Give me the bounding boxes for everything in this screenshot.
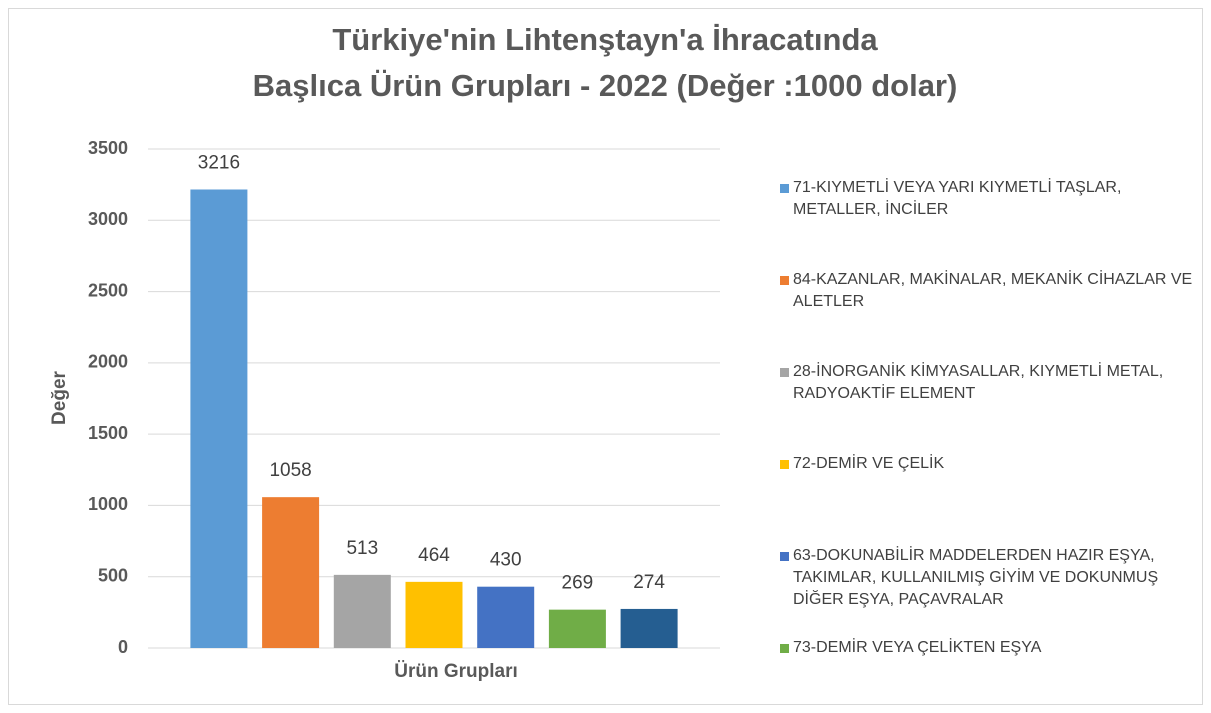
y-tick-label: 0	[118, 637, 128, 657]
data-label: 430	[490, 550, 522, 571]
y-tick-label: 500	[98, 565, 128, 585]
data-label: 269	[562, 573, 594, 594]
y-tick-label: 3500	[88, 138, 128, 158]
legend-swatch	[780, 184, 789, 193]
bar	[548, 609, 606, 648]
bar	[405, 581, 463, 648]
y-tick-label: 2000	[88, 352, 128, 372]
legend-swatch	[780, 552, 789, 561]
legend-label: 28-İNORGANİK KİMYASALLAR, KIYMETLİ METAL…	[793, 363, 1164, 402]
legend-label: 84-KAZANLAR, MAKİNALAR, MEKANİK CİHAZLAR…	[793, 271, 1193, 310]
data-label: 274	[633, 572, 665, 593]
y-axis-label: Değer	[49, 370, 70, 424]
legend-swatch	[780, 368, 789, 377]
chart-title: Türkiye'nin Lihtenştayn'a İhracatında	[332, 22, 878, 57]
legend-swatch	[780, 644, 789, 653]
legend-label: 73-DEMİR VEYA ÇELİKTEN EŞYA	[793, 639, 1042, 656]
legend-label: 63-DOKUNABİLİR MADDELERDEN HAZIR EŞYA, T…	[793, 547, 1159, 608]
data-label: 464	[418, 545, 450, 566]
data-label: 3216	[198, 153, 240, 174]
bar	[620, 608, 678, 648]
bar	[477, 586, 535, 648]
data-label: 513	[346, 538, 378, 559]
y-tick-label: 2500	[88, 280, 128, 300]
legend-label: 72-DEMİR VE ÇELİK	[793, 455, 945, 472]
legend-swatch	[780, 460, 789, 469]
data-label: 1058	[269, 460, 311, 481]
bar	[333, 574, 391, 648]
y-tick-label: 1000	[88, 494, 128, 514]
legend-swatch	[780, 276, 789, 285]
x-axis-label: Ürün Grupları	[394, 661, 518, 682]
bar	[190, 189, 248, 648]
legend-label: 71-KIYMETLİ VEYA YARI KIYMETLİ TAŞLAR, M…	[793, 179, 1122, 218]
chart-title: Başlıca Ürün Grupları - 2022 (Değer :100…	[253, 68, 958, 103]
bar	[262, 497, 320, 648]
y-tick-label: 1500	[88, 423, 128, 443]
y-tick-label: 3000	[88, 209, 128, 229]
